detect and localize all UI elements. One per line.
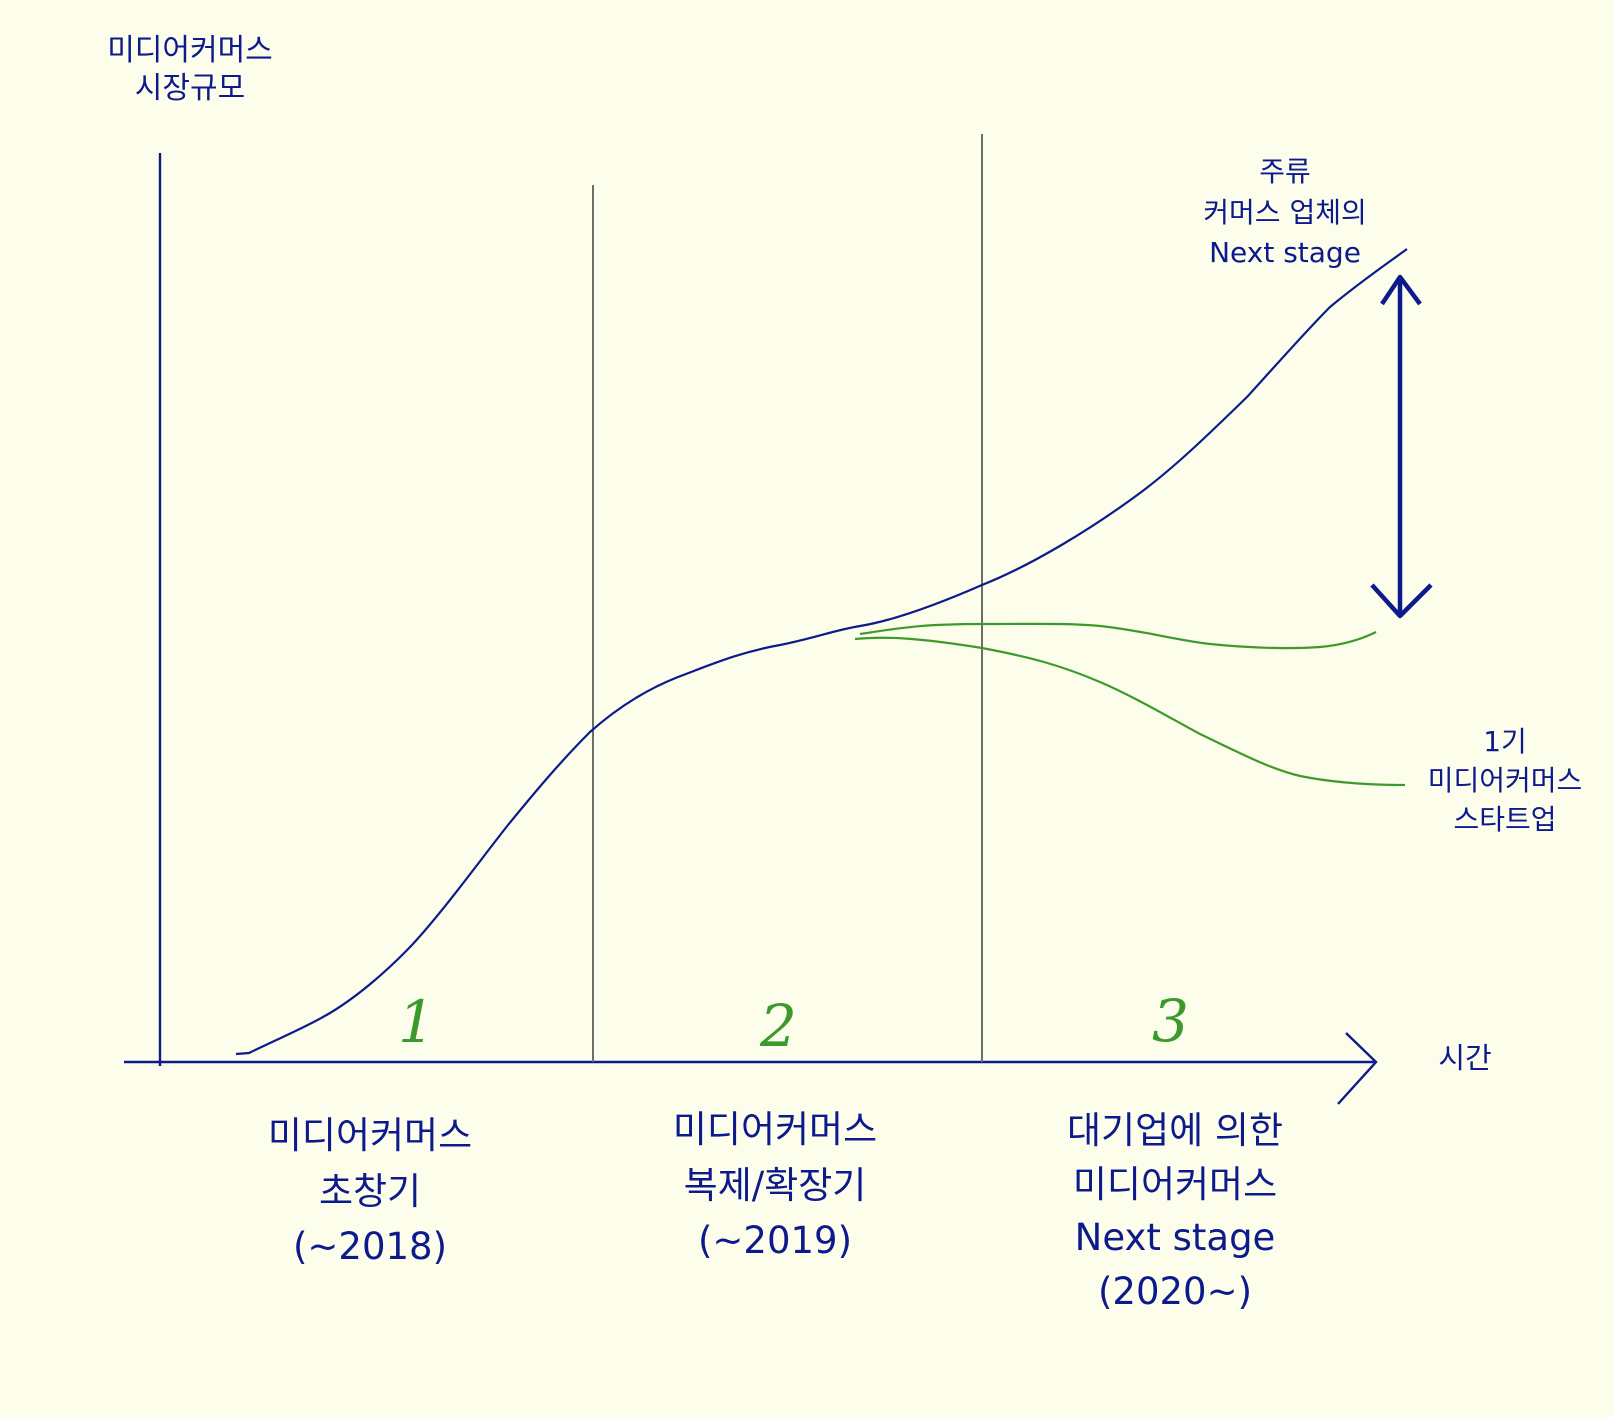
phase-3-caption: 대기업에 의한 미디어커머스 Next stage (2020~) [1010, 1104, 1340, 1319]
phase-2-caption: 미디어커머스 복제/확장기 (~2019) [610, 1102, 940, 1269]
startup-upper-curve [859, 622, 1377, 650]
phase-3-caption-line: (2020~) [1097, 1269, 1253, 1313]
x-axis-label: 시간 [1438, 1041, 1492, 1075]
mainstream-curve-label-line: Next stage [1209, 236, 1361, 270]
phase-1-caption-line: 미디어커머스 [267, 1114, 473, 1157]
startup-curve-label-line: 1기 [1483, 725, 1527, 758]
phase-1-caption-line: (~2018) [292, 1225, 448, 1268]
y-axis-label-line: 미디어커머스 [107, 33, 273, 68]
phase-3-caption-line: Next stage [1074, 1216, 1276, 1260]
gap-arrow-top-head [1380, 274, 1422, 306]
phase-3-caption-line: 미디어커머스 [1072, 1162, 1278, 1206]
mainstream-curve-label: 주류 커머스 업체의 Next stage [1170, 152, 1400, 274]
phase-3-caption-line: 대기업에 의한 [1066, 1109, 1283, 1152]
phase-number-3: 3 [1152, 987, 1189, 1055]
phase-2-caption-line: 복제/확장기 [683, 1163, 867, 1207]
startup-lower-curve [854, 636, 1406, 787]
mainstream-growth-curve [235, 248, 1408, 1056]
x-axis-arrowhead [1337, 1032, 1378, 1105]
startup-curve-label-line: 스타트업 [1453, 803, 1557, 837]
phase-2-caption-line: (~2019) [697, 1219, 853, 1262]
phase-number-2: 2 [760, 992, 797, 1060]
phase-2-caption-line: 미디어커머스 [672, 1108, 878, 1151]
startup-curve-label: 1기 미디어커머스 스타트업 [1405, 722, 1605, 840]
startup-curve-label-line: 미디어커머스 [1427, 764, 1583, 798]
phase-1-caption-line: 초창기 [318, 1169, 422, 1213]
gap-arrow-bottom-head [1370, 583, 1433, 619]
mainstream-curve-label-line: 커머스 업체의 [1203, 195, 1367, 229]
phase-number-1: 1 [398, 988, 435, 1056]
phase-1-caption: 미디어커머스 초창기 (~2018) [220, 1108, 520, 1275]
y-axis-label: 미디어커머스 시장규모 [80, 32, 300, 107]
mainstream-curve-label-line: 주류 [1259, 155, 1311, 188]
y-axis-label-line: 시장규모 [134, 70, 246, 106]
